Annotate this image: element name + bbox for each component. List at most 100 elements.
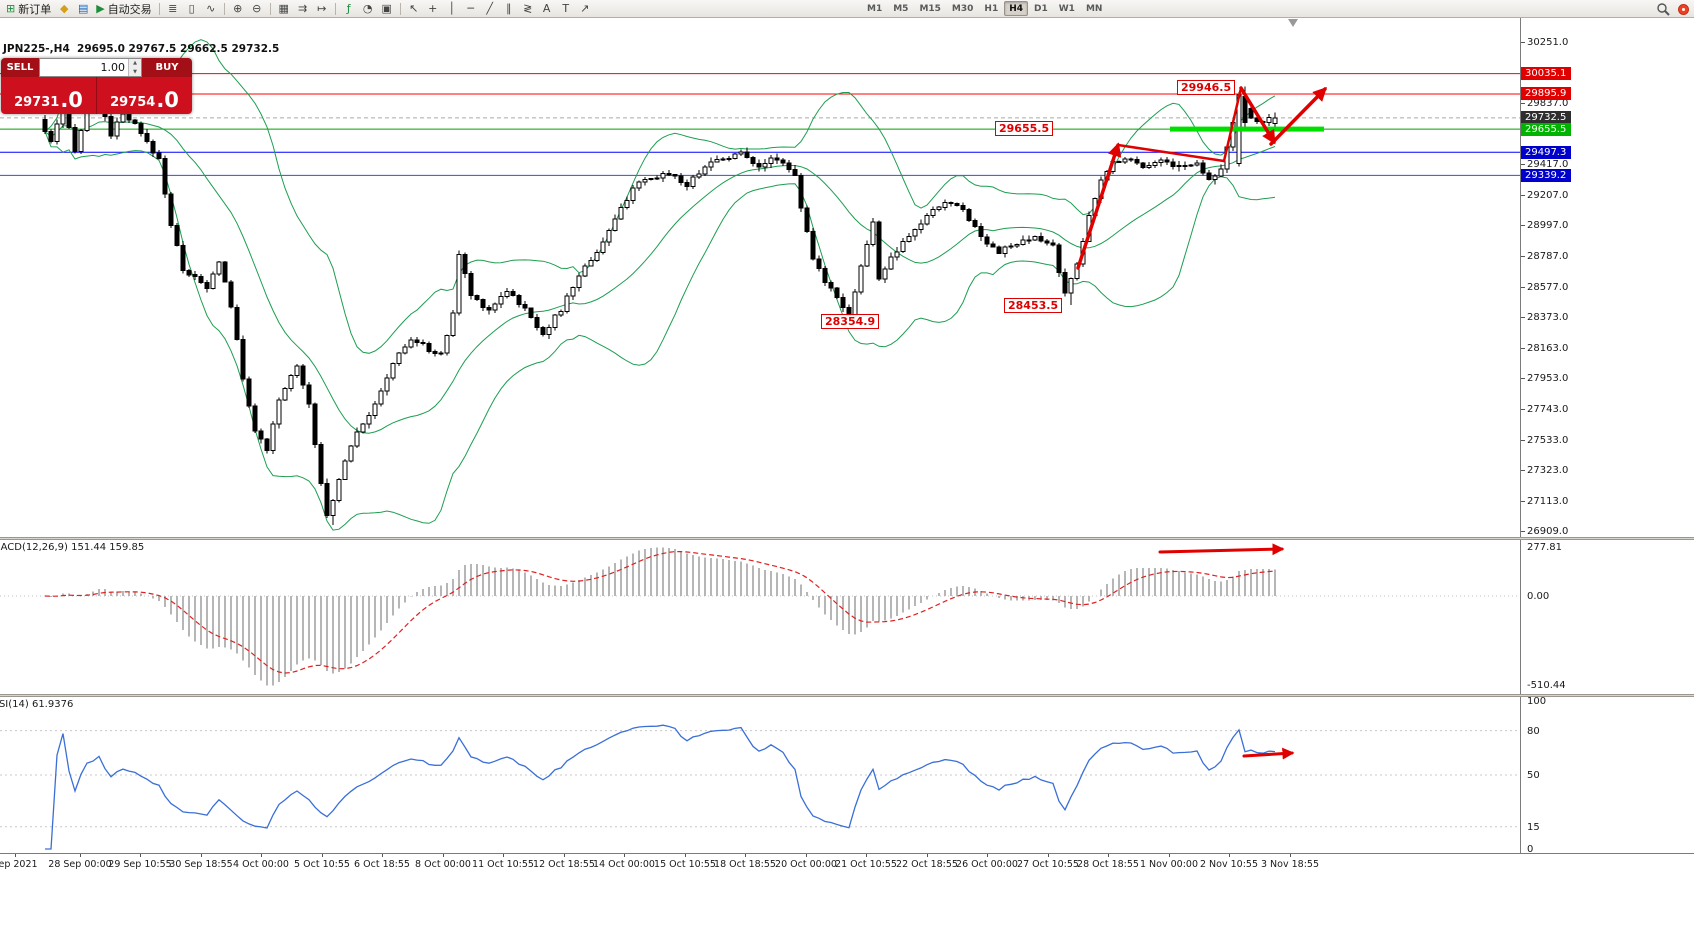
crosshair-button[interactable]: + bbox=[424, 1, 442, 17]
time-tick bbox=[1229, 854, 1230, 857]
notification-icon[interactable] bbox=[1678, 3, 1689, 15]
price-axis[interactable]: 30251.029837.029627.029417.029207.028997… bbox=[1520, 18, 1694, 537]
price-annotation[interactable]: 29946.5 bbox=[1177, 80, 1236, 95]
time-axis-label: 1 Nov 00:00 bbox=[1139, 859, 1199, 870]
axis-tick bbox=[1521, 287, 1525, 288]
indicators-icon: ƒ bbox=[346, 1, 351, 15]
axis-tick bbox=[1521, 348, 1525, 349]
horizontal-line-button[interactable]: ─ bbox=[462, 1, 480, 17]
price-axis-label: 26909.0 bbox=[1527, 526, 1569, 537]
periods-button[interactable]: ◔ bbox=[359, 1, 377, 17]
arrows-tool-button[interactable]: ↗ bbox=[576, 1, 594, 17]
time-tick bbox=[1108, 854, 1109, 857]
rsi-canvas[interactable] bbox=[0, 697, 1520, 853]
time-tick bbox=[322, 854, 323, 857]
time-tick bbox=[140, 854, 141, 857]
bar-chart-mode-button[interactable]: ≣ bbox=[164, 1, 182, 17]
time-axis-label: 18 Oct 18:55 bbox=[714, 859, 776, 870]
price-axis-label: 27323.0 bbox=[1527, 465, 1569, 476]
axis-tick bbox=[1521, 501, 1525, 502]
price-chip: 30035.1 bbox=[1521, 67, 1571, 80]
timeframe-m30[interactable]: M30 bbox=[951, 3, 974, 14]
fibonacci-button[interactable]: ≷ bbox=[519, 1, 537, 17]
toolbar-separator bbox=[334, 2, 336, 15]
vertical-line-icon: │ bbox=[448, 1, 455, 15]
auto-scroll-button[interactable]: ⇉ bbox=[294, 1, 312, 17]
search-icon[interactable] bbox=[1653, 1, 1673, 17]
price-axis-label: 27953.0 bbox=[1527, 373, 1569, 384]
equidistant-channel-button[interactable]: ∥ bbox=[500, 1, 518, 17]
text-icon: A bbox=[542, 1, 551, 15]
sell-button[interactable]: SELL bbox=[1, 58, 39, 77]
templates-button[interactable]: ▣ bbox=[378, 1, 396, 17]
line-chart-mode-button[interactable]: ∿ bbox=[202, 1, 220, 17]
trendline-button[interactable]: ╱ bbox=[481, 1, 499, 17]
sell-price[interactable]: 29731.0 bbox=[14, 88, 83, 112]
candle-chart-mode-button[interactable]: ▯ bbox=[183, 1, 201, 17]
text-label-button[interactable]: T bbox=[557, 1, 575, 17]
timeframe-m5[interactable]: M5 bbox=[893, 3, 909, 14]
zoom-in-icon: ⊕ bbox=[233, 1, 243, 15]
chart-shift-button[interactable]: ↦ bbox=[313, 1, 331, 17]
time-axis-label: 4 Oct 00:00 bbox=[233, 859, 289, 870]
axis-tick bbox=[1521, 440, 1525, 441]
axis-tick bbox=[1521, 256, 1525, 257]
market-watch-button[interactable]: ◆ bbox=[55, 1, 73, 17]
timeframe-h1[interactable]: H1 bbox=[984, 3, 999, 14]
time-axis-label: 21 Oct 10:55 bbox=[835, 859, 897, 870]
text-button[interactable]: A bbox=[538, 1, 556, 17]
new-order-icon: ⊞ bbox=[6, 1, 16, 15]
volume-down-icon[interactable]: ▼ bbox=[129, 67, 141, 76]
timeframe-w1[interactable]: W1 bbox=[1058, 3, 1075, 14]
time-axis-label: 28 Oct 18:55 bbox=[1077, 859, 1139, 870]
price-annotation[interactable]: 28453.5 bbox=[1004, 298, 1063, 313]
price-annotation[interactable]: 28354.9 bbox=[821, 314, 880, 329]
cursor-button[interactable]: ↖ bbox=[405, 1, 423, 17]
rsi-axis[interactable]: 100 80 50 15 0 bbox=[1520, 696, 1694, 855]
zoom-in-button[interactable]: ⊕ bbox=[229, 1, 247, 17]
time-axis-label: 5 Oct 10:55 bbox=[294, 859, 350, 870]
timeframe-d1[interactable]: D1 bbox=[1034, 3, 1048, 14]
chart-list-icon: ▤ bbox=[78, 1, 89, 15]
tile-windows-button[interactable]: ▦ bbox=[275, 1, 293, 17]
volume-value[interactable]: 1.00 bbox=[100, 61, 126, 74]
time-axis-label: 22 Oct 18:55 bbox=[896, 859, 958, 870]
timeframe-h4[interactable]: H4 bbox=[1004, 1, 1028, 16]
axis-tick bbox=[1521, 195, 1525, 196]
time-axis-label: 26 Oct 00:00 bbox=[956, 859, 1018, 870]
auto-trading-button[interactable]: ▶ 自动交易 bbox=[93, 1, 154, 17]
axis-tick bbox=[1521, 225, 1525, 226]
price-chip: 29732.5 bbox=[1521, 111, 1571, 124]
main-chart-panel: JPN225-,H4 29695.0 29767.5 29662.5 29732… bbox=[0, 18, 1520, 537]
auto-scroll-icon: ⇉ bbox=[298, 1, 308, 15]
timeframe-group: M1 M5 M15 M30 H1 H4 D1 W1 MN bbox=[862, 1, 1107, 16]
timeframe-m1[interactable]: M1 bbox=[867, 3, 883, 14]
timeframe-mn[interactable]: MN bbox=[1085, 3, 1103, 14]
time-axis-label: 8 Oct 00:00 bbox=[415, 859, 471, 870]
volume-up-icon[interactable]: ▲ bbox=[129, 59, 141, 68]
panel-separator[interactable] bbox=[0, 694, 1694, 697]
toolbar-separator bbox=[269, 2, 271, 15]
main-chart-canvas[interactable] bbox=[0, 18, 1520, 537]
arrows-tool-icon: ↗ bbox=[580, 1, 590, 15]
panel-separator[interactable] bbox=[0, 537, 1694, 540]
buy-price[interactable]: 29754.0 bbox=[96, 77, 192, 114]
indicators-button[interactable]: ƒ bbox=[340, 1, 358, 17]
new-order-button[interactable]: ⊞ 新订单 bbox=[3, 1, 54, 17]
price-annotation[interactable]: 29655.5 bbox=[995, 121, 1054, 136]
price-axis-label: 29417.0 bbox=[1527, 159, 1569, 170]
one-click-trading-widget: SELL 1.00 ▲ ▼ BUY 29731.0 29754.0 bbox=[1, 58, 192, 114]
vertical-line-button[interactable]: │ bbox=[443, 1, 461, 17]
zoom-out-button[interactable]: ⊖ bbox=[248, 1, 266, 17]
time-tick bbox=[503, 854, 504, 857]
toolbar-separator bbox=[223, 2, 225, 15]
time-axis-label: 20 Oct 00:00 bbox=[775, 859, 837, 870]
buy-button[interactable]: BUY bbox=[142, 58, 192, 77]
chart-list-button[interactable]: ▤ bbox=[74, 1, 92, 17]
macd-axis[interactable]: 277.81 0.00 -510.44 bbox=[1520, 540, 1694, 694]
macd-canvas[interactable] bbox=[0, 540, 1520, 694]
time-axis-label: 12 Oct 18:55 bbox=[533, 859, 595, 870]
timeframe-m15[interactable]: M15 bbox=[919, 3, 941, 14]
volume-input[interactable]: 1.00 ▲ ▼ bbox=[39, 58, 142, 77]
